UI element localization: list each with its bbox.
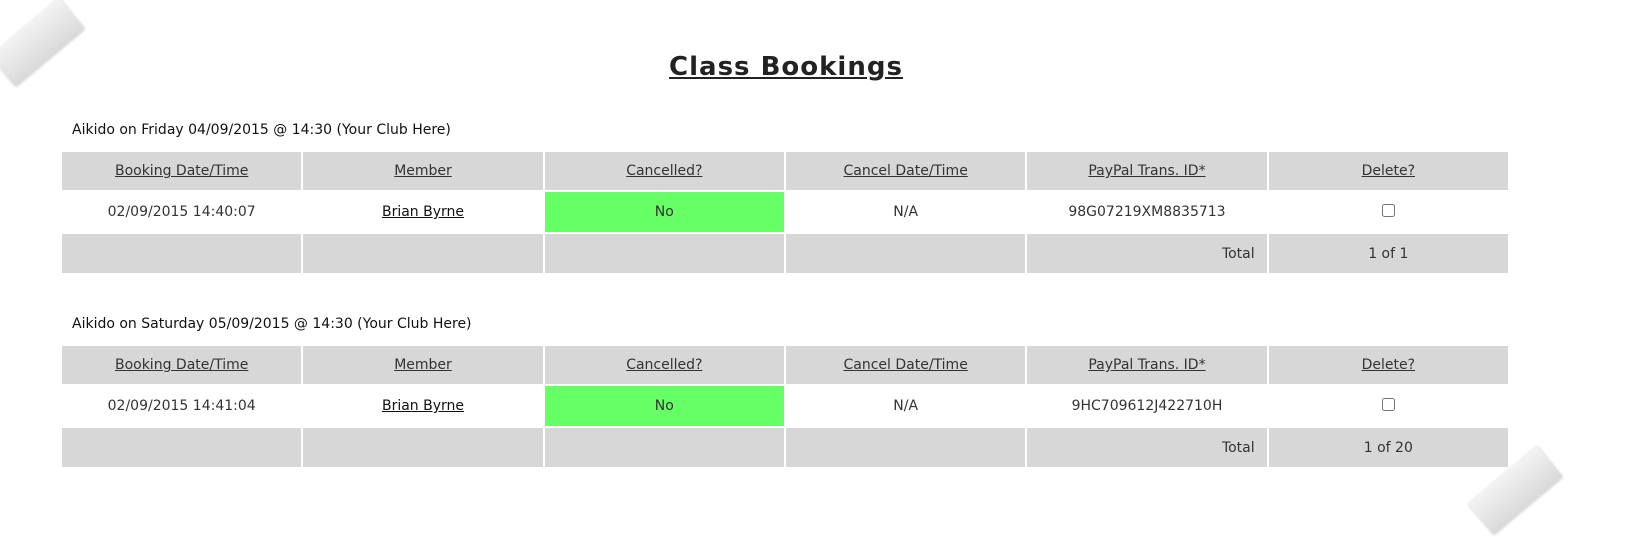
empty-cell (303, 234, 543, 273)
booking-time: 02/09/2015 14:40:07 (107, 204, 256, 220)
sort-link[interactable]: Cancelled? (626, 163, 703, 179)
cancel-time: N/A (893, 398, 919, 414)
col-cancelled[interactable]: Cancelled? (544, 152, 784, 190)
total-row: Total 1 of 1 (62, 234, 1508, 273)
sort-link[interactable]: Delete? (1361, 163, 1416, 179)
delete-cell (1269, 192, 1508, 232)
page-title: Class Bookings (669, 52, 903, 82)
bookings-table: Booking Date/Time Member Cancelled? Canc… (60, 344, 1510, 469)
empty-cell (303, 428, 543, 467)
total-label: Total (1027, 234, 1267, 273)
col-member[interactable]: Member (303, 152, 543, 190)
col-paypal[interactable]: PayPal Trans. ID* (1027, 346, 1267, 384)
sort-link[interactable]: PayPal Trans. ID* (1088, 357, 1206, 373)
member-link[interactable]: Brian Byrne (381, 204, 465, 220)
booking-time: 02/09/2015 14:41:04 (107, 398, 256, 414)
paypal-id: 98G07219XM8835713 (1068, 204, 1226, 220)
cancelled-status: No (544, 192, 784, 232)
sort-link[interactable]: Delete? (1361, 357, 1416, 373)
delete-cell (1269, 386, 1508, 426)
sort-link[interactable]: Cancel Date/Time (843, 357, 968, 373)
delete-checkbox[interactable] (1381, 203, 1395, 217)
cancelled-status: No (544, 386, 784, 426)
table-row: 02/09/2015 14:41:04 Brian Byrne No N/A 9… (62, 386, 1508, 426)
class-heading: Aikido on Friday 04/09/2015 @ 14:30 (You… (72, 122, 451, 138)
empty-cell (785, 234, 1026, 273)
col-booking-date[interactable]: Booking Date/Time (62, 346, 302, 384)
col-paypal[interactable]: PayPal Trans. ID* (1027, 152, 1267, 190)
header-row: Booking Date/Time Member Cancelled? Canc… (62, 346, 1508, 384)
member-link[interactable]: Brian Byrne (381, 398, 465, 414)
sort-link[interactable]: Booking Date/Time (114, 357, 249, 373)
table-row: 02/09/2015 14:40:07 Brian Byrne No N/A 9… (62, 192, 1508, 232)
paypal-id: 9HC709612J422710H (1071, 398, 1223, 414)
sort-link[interactable]: Cancelled? (626, 357, 703, 373)
header-row: Booking Date/Time Member Cancelled? Canc… (62, 152, 1508, 190)
sort-link[interactable]: Member (394, 163, 452, 179)
empty-cell (62, 234, 302, 273)
sort-link[interactable]: Cancel Date/Time (843, 163, 968, 179)
col-delete[interactable]: Delete? (1268, 152, 1508, 190)
col-cancelled[interactable]: Cancelled? (544, 346, 784, 384)
total-row: Total 1 of 20 (62, 428, 1508, 467)
col-cancel-date[interactable]: Cancel Date/Time (785, 152, 1026, 190)
sort-link[interactable]: Member (394, 357, 452, 373)
total-value: 1 of 20 (1268, 428, 1508, 467)
delete-checkbox[interactable] (1381, 397, 1395, 411)
member-cell: Brian Byrne (303, 192, 542, 232)
empty-cell (785, 428, 1026, 467)
empty-cell (544, 428, 784, 467)
cancel-time: N/A (893, 204, 919, 220)
col-booking-date[interactable]: Booking Date/Time (62, 152, 302, 190)
sort-link[interactable]: PayPal Trans. ID* (1088, 163, 1206, 179)
col-cancel-date[interactable]: Cancel Date/Time (785, 346, 1026, 384)
col-member[interactable]: Member (303, 346, 543, 384)
bookings-table: Booking Date/Time Member Cancelled? Canc… (60, 150, 1510, 275)
class-heading: Aikido on Saturday 05/09/2015 @ 14:30 (Y… (72, 316, 472, 332)
col-delete[interactable]: Delete? (1268, 346, 1508, 384)
sort-link[interactable]: Booking Date/Time (114, 163, 249, 179)
total-value: 1 of 1 (1268, 234, 1508, 273)
empty-cell (544, 234, 784, 273)
total-label: Total (1027, 428, 1267, 467)
member-cell: Brian Byrne (303, 386, 542, 426)
empty-cell (62, 428, 302, 467)
